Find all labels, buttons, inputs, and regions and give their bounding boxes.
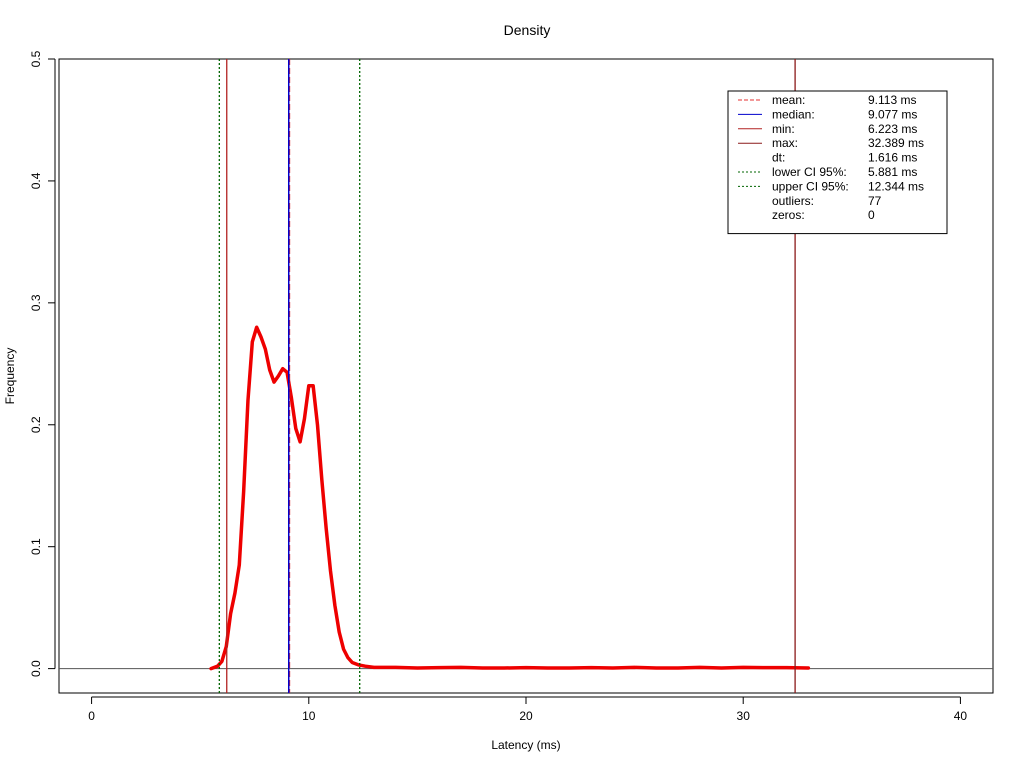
density-curve	[209, 325, 811, 671]
legend-label: lower CI 95%:	[772, 165, 847, 179]
y-tick-label: 0.1	[29, 538, 43, 555]
x-axis-label: Latency (ms)	[491, 738, 560, 752]
y-tick-label: 0.5	[29, 50, 43, 67]
legend-value: 12.344 ms	[868, 179, 924, 193]
y-axis-label: Frequency	[3, 348, 17, 405]
y-tick-label: 0.2	[29, 416, 43, 433]
legend-value: 6.223 ms	[868, 122, 917, 136]
legend-value: 0	[868, 208, 875, 222]
legend-label: min:	[772, 122, 795, 136]
density-curves	[209, 325, 811, 671]
legend-label: zeros:	[772, 208, 805, 222]
stat-vlines	[218, 59, 796, 693]
legend-label: median:	[772, 107, 815, 121]
legend-value: 9.077 ms	[868, 107, 917, 121]
x-axis: 0 10 20 30 40	[88, 696, 968, 723]
x-tick-label: 10	[302, 709, 316, 723]
plot-frame	[58, 58, 994, 694]
legend-value: 77	[868, 194, 882, 208]
legend-value: 32.389 ms	[868, 136, 924, 150]
legend-value: 5.881 ms	[868, 165, 917, 179]
x-tick-label: 20	[519, 709, 533, 723]
legend: mean: 9.113 ms median: 9.077 ms min: 6.223 ms…	[727, 90, 948, 235]
y-tick-label: 0.4	[29, 172, 43, 189]
legend-label: upper CI 95%:	[772, 179, 849, 193]
chart-title: Density	[504, 22, 551, 38]
legend-label: mean:	[772, 93, 805, 107]
legend-value: 1.616 ms	[868, 151, 917, 165]
y-tick-label: 0.3	[29, 294, 43, 311]
legend-label: dt:	[772, 151, 785, 165]
legend-box	[727, 90, 948, 235]
x-tick-label: 0	[88, 709, 95, 723]
legend-label: outliers:	[772, 194, 814, 208]
x-tick-label: 30	[737, 709, 751, 723]
x-tick-label: 40	[954, 709, 968, 723]
legend-value: 9.113 ms	[868, 93, 916, 107]
y-axis: 0.0 0.1 0.2 0.3 0.4 0.5	[29, 50, 56, 677]
legend-label: max:	[772, 136, 798, 150]
y-tick-label: 0.0	[29, 660, 43, 677]
